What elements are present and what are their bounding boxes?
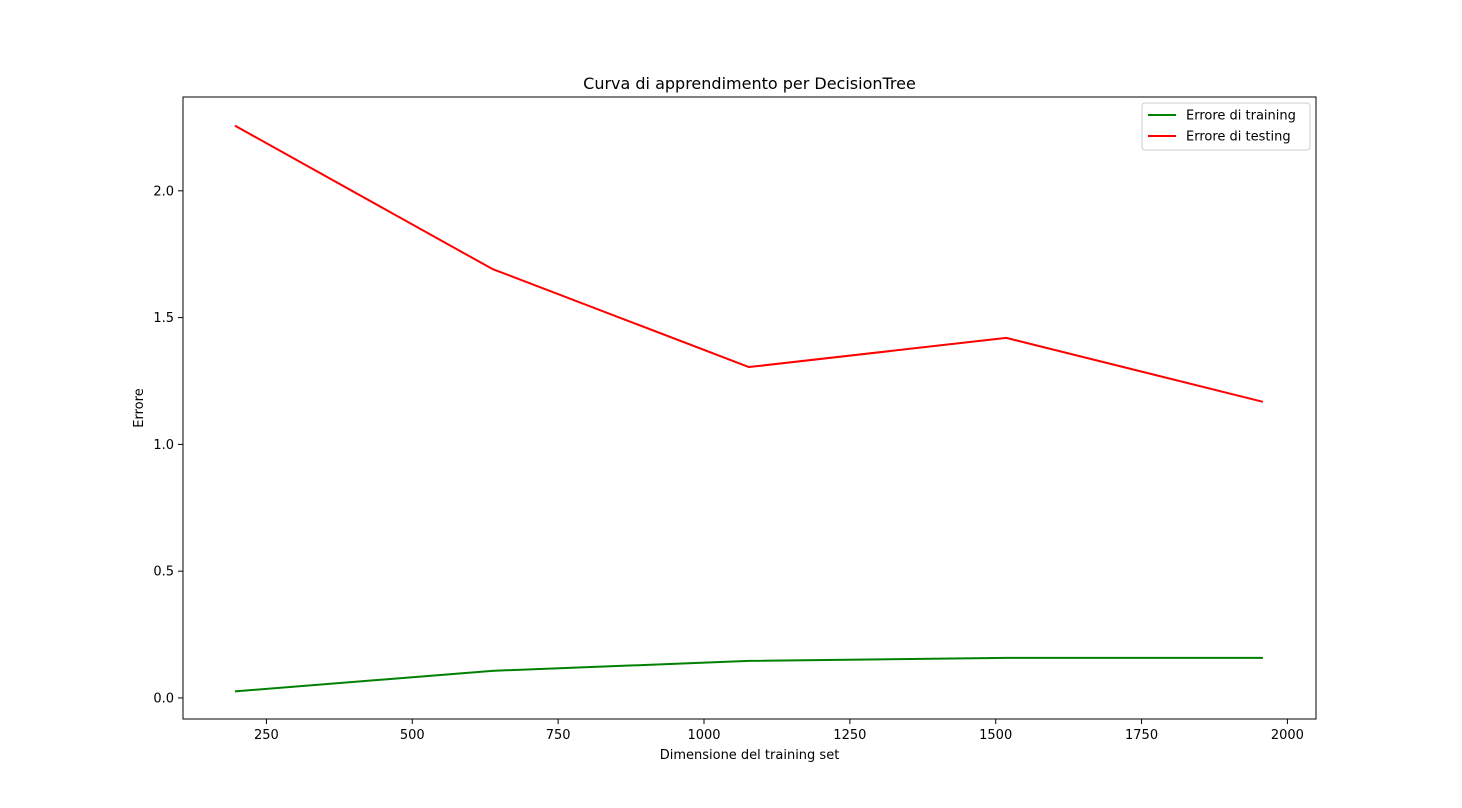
y-tick-label: 1.0 [153,438,174,453]
y-tick-label: 2.0 [153,184,174,199]
y-tick-label: 0.0 [153,691,174,706]
x-tick-label: 750 [546,728,571,743]
plot-area [234,124,1264,693]
legend-label: Errore di training [1186,109,1296,124]
legend: Errore di training Errore di testing [1141,102,1311,151]
x-tick-label: 1750 [1125,728,1158,743]
y-tick-label: 1.5 [153,311,174,326]
x-tick-label: 500 [400,728,425,743]
legend-label: Errore di testing [1186,130,1291,145]
x-axis-label: Dimensione del training set [660,748,840,763]
y-axis-label: Errore [132,388,147,427]
x-tick-label: 250 [254,728,279,743]
legend-box [1141,102,1311,151]
axes-frame [182,96,1317,720]
x-tick-label: 1000 [687,728,720,743]
x-tick-label: 1500 [979,728,1012,743]
series-line-testing [234,124,1264,403]
series-line-training [234,656,1263,693]
y-axis-ticks: 0.0 0.5 1.0 1.5 2.0 [153,184,183,706]
x-axis-ticks: 250 500 750 1000 1250 1500 1750 2000 [254,719,1304,743]
x-tick-label: 1250 [833,728,866,743]
chart-title: Curva di apprendimento per DecisionTree [583,74,916,93]
y-tick-label: 0.5 [153,565,174,580]
x-tick-label: 2000 [1271,728,1304,743]
